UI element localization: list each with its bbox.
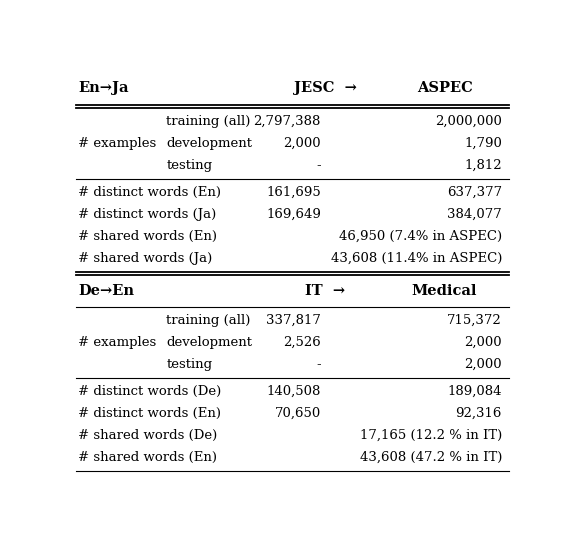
Text: testing: testing: [166, 159, 213, 172]
Text: 2,000: 2,000: [465, 336, 502, 349]
Text: 337,817: 337,817: [266, 314, 321, 327]
Text: IT  →: IT →: [305, 284, 345, 298]
Text: # distinct words (En): # distinct words (En): [78, 407, 221, 420]
Text: Medical: Medical: [412, 284, 477, 298]
Text: # distinct words (De): # distinct words (De): [78, 385, 221, 398]
Text: development: development: [166, 336, 253, 349]
Text: # shared words (Ja): # shared words (Ja): [78, 252, 212, 265]
Text: 161,695: 161,695: [266, 185, 321, 198]
Text: JESC  →: JESC →: [294, 81, 357, 95]
Text: 637,377: 637,377: [447, 185, 502, 198]
Text: 46,950 (7.4% in ASPEC): 46,950 (7.4% in ASPEC): [339, 229, 502, 243]
Text: development: development: [166, 137, 253, 150]
Text: training (all): training (all): [166, 314, 251, 327]
Text: 92,316: 92,316: [455, 407, 502, 420]
Text: testing: testing: [166, 358, 213, 371]
Text: # shared words (De): # shared words (De): [78, 429, 217, 442]
Text: # shared words (En): # shared words (En): [78, 451, 217, 464]
Text: 715,372: 715,372: [447, 314, 502, 327]
Text: -: -: [316, 358, 321, 371]
Text: 17,165 (12.2 % in IT): 17,165 (12.2 % in IT): [360, 429, 502, 442]
Text: 169,649: 169,649: [266, 207, 321, 221]
Text: # distinct words (En): # distinct words (En): [78, 185, 221, 198]
Text: # examples: # examples: [78, 137, 156, 150]
Text: 2,526: 2,526: [283, 336, 321, 349]
Text: # shared words (En): # shared words (En): [78, 229, 217, 243]
Text: ASPEC: ASPEC: [417, 81, 473, 95]
Text: 43,608 (47.2 % in IT): 43,608 (47.2 % in IT): [360, 451, 502, 464]
Text: 140,508: 140,508: [266, 385, 321, 398]
Text: 1,812: 1,812: [465, 159, 502, 172]
Text: training (all): training (all): [166, 115, 251, 128]
Text: # distinct words (Ja): # distinct words (Ja): [78, 207, 216, 221]
Text: 1,790: 1,790: [464, 137, 502, 150]
Text: 2,000: 2,000: [465, 358, 502, 371]
Text: 2,000,000: 2,000,000: [435, 115, 502, 128]
Text: 384,077: 384,077: [447, 207, 502, 221]
Text: 189,084: 189,084: [447, 385, 502, 398]
Text: 70,650: 70,650: [275, 407, 321, 420]
Text: # examples: # examples: [78, 336, 156, 349]
Text: 2,000: 2,000: [283, 137, 321, 150]
Text: De→En: De→En: [78, 284, 134, 298]
Text: 43,608 (11.4% in ASPEC): 43,608 (11.4% in ASPEC): [331, 252, 502, 265]
Text: -: -: [316, 159, 321, 172]
Text: En→Ja: En→Ja: [78, 81, 128, 95]
Text: 2,797,388: 2,797,388: [254, 115, 321, 128]
